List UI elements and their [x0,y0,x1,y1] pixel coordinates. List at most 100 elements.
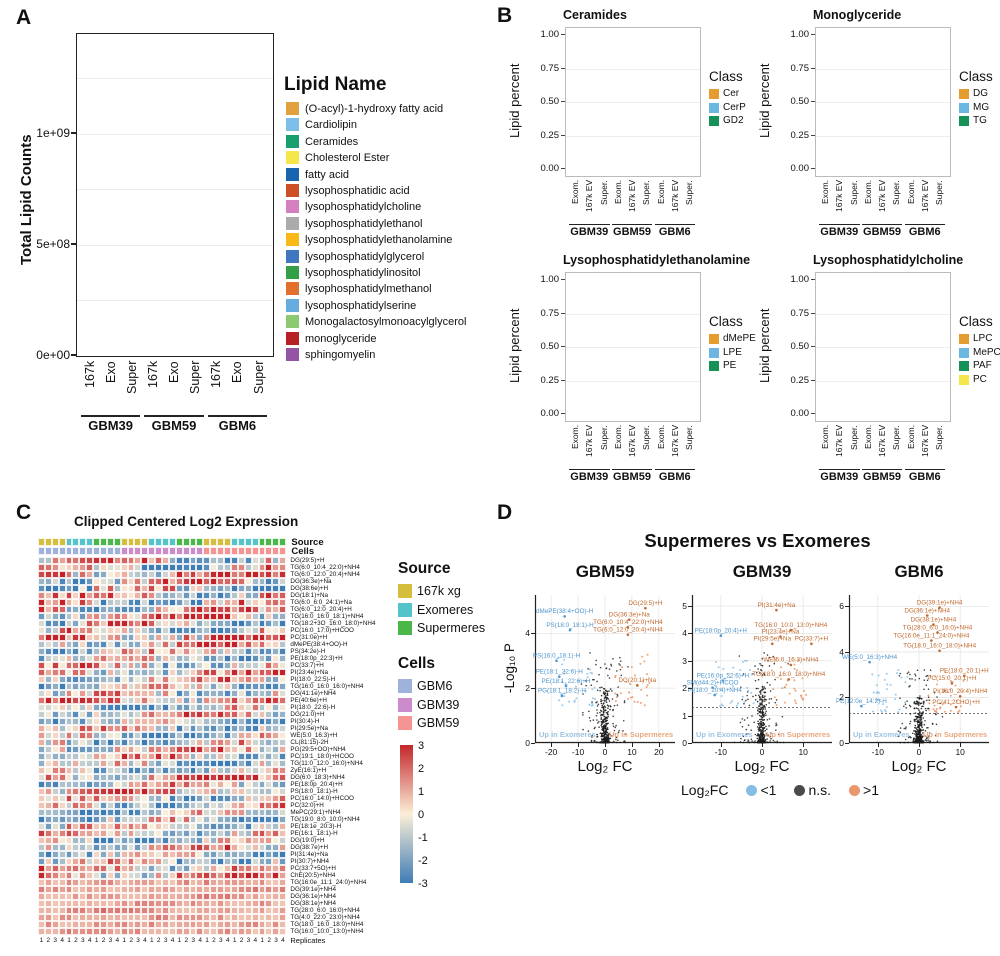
heatmap-cell [93,711,101,718]
heatmap-cell [189,858,197,865]
heatmap-cell [93,627,101,634]
legend-swatch [286,216,299,230]
heatmap-cell [141,564,149,571]
panel-b-legend-title: Class [709,314,743,329]
data-point [607,739,609,741]
heatmap-cell [65,592,73,599]
heatmap-cell [203,774,211,781]
data-point [763,696,765,699]
data-point [711,686,714,689]
data-point [915,735,917,738]
heatmap-cell [217,613,225,620]
data-point [899,672,901,675]
heatmap-cell [106,725,114,732]
data-point [770,732,772,734]
heatmap-cell [210,858,218,865]
heatmap-cell [100,795,107,802]
y-axis-tick-label: 0.25 [790,129,810,141]
heatmap-cell [79,732,87,739]
heatmap-cell [38,795,45,802]
heatmap-cell [86,627,94,634]
heatmap-cell [230,823,238,830]
heatmap-cell [244,858,252,865]
data-point [757,687,759,690]
source-annotation-cell [272,538,280,546]
heatmap-cell [65,746,73,753]
heatmap-cell [93,914,101,921]
data-point [932,708,935,711]
data-point [601,699,603,702]
heatmap-cell [100,858,107,865]
heatmap-cell [244,690,252,697]
heatmap-cell [244,697,252,704]
annotation-label: PG(18:1_18:2)-H [538,688,586,695]
data-point [913,702,915,704]
heatmap-cell [120,823,128,830]
data-point [747,689,750,692]
heatmap-cell [58,900,66,907]
heatmap-cell [224,914,231,921]
heatmap-cell [210,683,218,690]
replicate-number: 1 [39,937,44,944]
heatmap-row-label: TG(6:0_12:0_20:4)+NH4 [290,571,360,578]
heatmap-cell [196,725,204,732]
heatmap-cell [106,865,114,872]
heatmap-cell [224,760,231,767]
heatmap-cell [182,893,190,900]
heatmap-cell [168,865,176,872]
data-point [921,705,923,708]
heatmap-cell [86,676,94,683]
heatmap-cell [175,746,183,753]
heatmap-cell [279,830,287,837]
heatmap-cell [93,830,101,837]
heatmap-cell [100,837,107,844]
heatmap-cell [93,879,101,886]
heatmap-cell [72,907,80,914]
data-point [802,697,805,700]
data-point [925,736,928,738]
heatmap-cell [237,781,245,788]
heatmap-cell [72,816,80,823]
y-axis-tick-label: 0.50 [790,96,810,107]
replicate-number: 3 [108,937,113,944]
heatmap-cell [272,669,280,676]
data-point [941,715,944,718]
data-point [915,703,917,705]
heatmap-cell [100,928,107,935]
legend-label: lysophosphatidylcholine [305,201,422,214]
heatmap-cell [224,802,231,809]
heatmap-cell [175,753,183,760]
heatmap-cell [196,774,204,781]
stacked-bar [684,280,696,414]
data-point [919,719,922,722]
heatmap-cell [237,802,245,809]
data-point [646,653,649,656]
heatmap-cell [65,585,73,592]
heatmap-cell [100,823,107,830]
data-point [561,680,564,683]
heatmap-cell [244,746,252,753]
data-point [943,710,946,713]
heatmap-cell [189,641,197,648]
data-point [601,704,603,707]
heatmap-cell [113,872,121,879]
heatmap-cell [196,655,204,662]
heatmap-cell [217,809,225,816]
data-point [911,732,914,735]
heatmap-cell [148,795,156,802]
heatmap-cell [224,592,231,599]
heatmap-cell [120,774,128,781]
source-annotation-cell [217,538,225,546]
heatmap-cell [217,816,225,823]
heatmap-cell [51,907,59,914]
cells-annotation-cell [272,547,280,555]
data-point [922,740,925,742]
heatmap-cell [93,823,101,830]
heatmap-cell [148,865,156,872]
heatmap-cell [72,585,80,592]
heatmap-cell [210,865,218,872]
heatmap-cell [134,767,142,774]
heatmap-row-label: DG(18:1)+Na [290,592,329,599]
heatmap-cell [244,795,252,802]
data-point [767,734,769,736]
